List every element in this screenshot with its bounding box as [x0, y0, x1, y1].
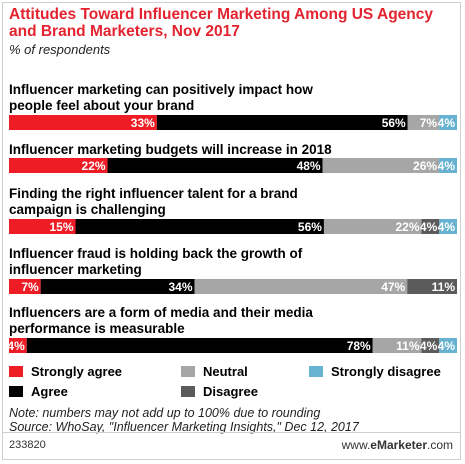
- bar-segment: [26, 338, 373, 353]
- chart-row: Influencer fraud is holding back the gro…: [9, 246, 457, 294]
- bar-segment: [439, 158, 457, 173]
- legend-item-strongly-agree: Strongly agree: [9, 364, 122, 379]
- data-label: 7%: [420, 116, 438, 130]
- legend-swatch: [309, 366, 323, 377]
- data-label: 56%: [298, 220, 322, 234]
- category-label: Finding the right influencer talent for …: [9, 186, 298, 201]
- bar-segment: [421, 338, 440, 353]
- bar-segment: [9, 115, 157, 130]
- brand-url: www.eMarketer.com: [342, 438, 453, 452]
- category-label: campaign is challenging: [9, 202, 166, 217]
- legend-item-neutral: Neutral: [181, 364, 248, 379]
- bar-segment: [9, 279, 41, 294]
- category-label: Influencers are a form of media and thei…: [9, 305, 313, 320]
- legend-label: Agree: [31, 384, 68, 399]
- bar-segment: [439, 338, 457, 353]
- bar-segment: [407, 115, 440, 130]
- legend-label: Strongly disagree: [331, 364, 441, 379]
- bar-segment: [75, 219, 324, 234]
- bar-segment: [439, 115, 457, 130]
- legend-label: Neutral: [203, 364, 248, 379]
- legend-swatch: [9, 386, 23, 397]
- bar-segment: [323, 219, 422, 234]
- chart-title: Attitudes Toward Influencer Marketing Am…: [9, 6, 433, 40]
- bar-segment: [9, 338, 27, 353]
- bar-segment: [407, 279, 457, 294]
- data-label: 34%: [169, 280, 193, 294]
- data-label: 22%: [395, 220, 419, 234]
- bar-segment: [40, 279, 195, 294]
- chart-row: Influencers are a form of media and thei…: [7, 305, 457, 353]
- category-label: Influencer marketing can positively impa…: [9, 82, 313, 97]
- data-label: 56%: [382, 116, 406, 130]
- legend-item-strongly-disagree: Strongly disagree: [309, 364, 441, 379]
- data-label: 11%: [396, 339, 420, 353]
- legend-swatch: [181, 366, 195, 377]
- category-label: Influencer fraud is holding back the gro…: [9, 246, 303, 261]
- brand-suffix: .com: [426, 438, 453, 452]
- chart-row: Finding the right influencer talent for …: [9, 186, 457, 234]
- footer: 233820 www.eMarketer.com: [2, 432, 461, 460]
- bar-segment: [9, 219, 76, 234]
- chart-row: Influencer marketing can positively impa…: [9, 82, 457, 130]
- data-label: 22%: [82, 159, 106, 173]
- brand-prefix: www.: [341, 438, 371, 452]
- bar-segment: [439, 219, 457, 234]
- notes: Note: numbers may not add up to 100% due…: [9, 406, 454, 434]
- category-label: people feel about your brand: [9, 98, 194, 113]
- bar-segment: [107, 158, 323, 173]
- data-label: 4%: [438, 220, 456, 234]
- category-label: Influencer marketing budgets will increa…: [9, 142, 332, 157]
- data-label: 33%: [131, 116, 155, 130]
- note-text: Note: numbers may not add up to 100% due…: [9, 406, 321, 420]
- bar-segment: [156, 115, 408, 130]
- data-label: 11%: [432, 280, 456, 294]
- legend-label: Strongly agree: [31, 364, 123, 379]
- brand-name: eMarketer: [370, 438, 427, 452]
- legend-swatch: [9, 366, 23, 377]
- data-label: 4%: [438, 116, 456, 130]
- legend-label: Disagree: [203, 384, 258, 399]
- data-label: 4%: [7, 339, 25, 353]
- data-label: 4%: [438, 339, 456, 353]
- legend-item-agree: Agree: [9, 384, 68, 399]
- bar-segment: [421, 219, 440, 234]
- category-label: performance is measurable: [9, 321, 185, 336]
- data-label: 15%: [50, 220, 74, 234]
- data-label: 4%: [420, 339, 438, 353]
- legend-swatch: [181, 386, 195, 397]
- data-label: 4%: [438, 159, 456, 173]
- bar-segment: [372, 338, 422, 353]
- source-text: Source: WhoSay, "Influencer Marketing In…: [9, 420, 359, 434]
- data-label: 26%: [413, 159, 437, 173]
- figure-id: 233820: [9, 439, 46, 451]
- category-label: influencer marketing: [9, 262, 142, 277]
- bar-segment: [9, 158, 108, 173]
- bar-segment: [322, 158, 440, 173]
- chart-row: Influencer marketing budgets will increa…: [9, 142, 457, 173]
- data-label: 48%: [297, 159, 321, 173]
- chart-subtitle: % of respondents: [9, 42, 111, 57]
- data-label: 78%: [347, 339, 371, 353]
- data-label: 7%: [21, 280, 39, 294]
- bar-segment: [194, 279, 408, 294]
- legend: Strongly agree Neutral Strongly disagree…: [9, 364, 459, 404]
- data-label: 4%: [420, 220, 438, 234]
- legend-item-disagree: Disagree: [181, 384, 258, 399]
- data-label: 47%: [381, 280, 405, 294]
